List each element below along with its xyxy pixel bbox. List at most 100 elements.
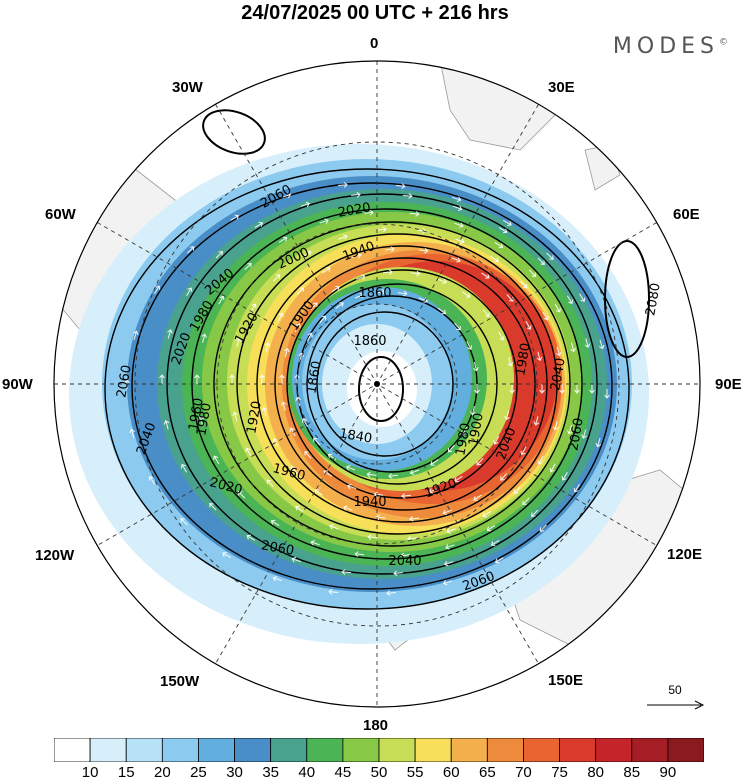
wind-arrow [520, 446, 527, 456]
wind-arrow [385, 246, 395, 253]
wind-arrow [277, 312, 284, 322]
contour-label: 1980 [194, 402, 215, 437]
wind-arrow [554, 303, 561, 313]
wind-arrow [229, 374, 235, 384]
wind-arrow [245, 447, 252, 457]
contour-label: 1840 [338, 426, 373, 447]
wind-arrow [498, 227, 508, 234]
colorbar-swatch [559, 738, 597, 762]
wind-arrow [148, 475, 155, 485]
colorbar-tick-label: 35 [262, 764, 279, 781]
wind-arrow [201, 333, 207, 343]
wind-arrow [294, 323, 301, 333]
wind-arrow [354, 293, 365, 299]
wind-arrow [388, 473, 398, 479]
wind-arrow [437, 278, 447, 285]
wind-vectors [124, 181, 610, 597]
wind-arrow [319, 315, 326, 324]
wind-arrow [132, 330, 139, 341]
wind-arrow [498, 331, 505, 341]
wind-arrow [559, 384, 565, 394]
wind-arrow [383, 269, 393, 275]
wind-arrow [347, 483, 357, 490]
colorbar-swatch [595, 738, 633, 762]
wind-arrow [595, 437, 602, 448]
wind-arrow [295, 505, 304, 513]
wind-arrow [566, 295, 574, 305]
colorbar-swatch [523, 738, 560, 762]
wind-arrow [327, 453, 337, 461]
wind-arrow [356, 274, 366, 280]
wind-arrow [573, 484, 580, 493]
wind-arrow [230, 214, 240, 221]
wind-arrow [533, 416, 540, 426]
wind-arrow [354, 551, 365, 557]
chart-title: 24/07/2025 00 UTC + 216 hrs [241, 2, 509, 24]
wind-arrow [503, 219, 512, 226]
wind-arrow [281, 192, 292, 199]
wind-arrow [310, 540, 320, 546]
wind-arrow [470, 405, 476, 416]
wind-arrow [304, 451, 312, 459]
wind-arrow [335, 302, 344, 309]
wind-arrow [159, 374, 165, 384]
wind-arrow [542, 311, 549, 321]
lon-label-30e: 30E [548, 79, 575, 96]
colorbar-tick-label: 65 [478, 764, 496, 781]
wind-arrow [272, 576, 283, 582]
wind-arrow [584, 338, 591, 348]
wind-arrow [454, 322, 461, 331]
contour-label: 1860 [358, 286, 391, 301]
wind-arrow [561, 472, 568, 481]
wind-arrow [264, 342, 271, 352]
wind-arrow [124, 379, 130, 389]
wind-arrow [303, 250, 312, 257]
wind-arrow [341, 569, 352, 575]
wind-arrow [329, 524, 339, 530]
wind-arrow [377, 226, 387, 233]
lon-label-90w: 90W [2, 376, 33, 393]
lon-label-90e: 90E [715, 376, 742, 393]
wind-arrow [443, 560, 454, 567]
lon-label-0: 0 [370, 35, 379, 52]
wind-arrow [451, 257, 461, 263]
wind-arrow [525, 321, 532, 330]
wind-arrow [215, 251, 223, 259]
colorbar-swatch [234, 738, 272, 762]
wind-arrow [338, 181, 348, 188]
wind-arrow [482, 511, 491, 518]
colorbar-tick-label: 80 [587, 764, 604, 781]
wind-arrow [280, 401, 287, 411]
wind-arrow [528, 269, 537, 277]
wind-arrow [376, 289, 386, 295]
wind-arrow [397, 290, 408, 297]
colorbar-tick-label: 90 [659, 764, 677, 781]
contour-label: 2060 [114, 364, 135, 399]
wind-arrow [129, 428, 135, 439]
wind-arrow [520, 280, 528, 289]
wind-arrow [556, 346, 562, 357]
wind-arrow [400, 552, 410, 559]
modes-logo: MODES© [612, 34, 728, 59]
wind-arrow [163, 420, 170, 430]
wind-arrow [180, 463, 188, 473]
wind-arrow [250, 303, 257, 313]
wind-arrow [402, 193, 413, 199]
wind-arrow [454, 222, 464, 228]
wind-arrow [187, 246, 195, 254]
reference-vector-arrow [647, 700, 705, 710]
wind-arrow [507, 357, 514, 367]
lon-label-150w: 150W [160, 673, 200, 690]
wind-arrow [351, 191, 361, 198]
wind-arrow [314, 489, 323, 496]
colorbar-tick-label: 60 [442, 764, 460, 781]
wind-arrow [401, 493, 411, 499]
colorbar-swatch [414, 738, 452, 762]
colorbar-swatch [54, 738, 91, 762]
lon-label-60w: 60W [45, 206, 76, 223]
colorbar-tick-label: 70 [515, 764, 532, 781]
wind-arrow [455, 238, 465, 244]
colorbar-tick-label: 50 [370, 764, 388, 781]
colorbar-tick-label: 40 [298, 764, 316, 781]
